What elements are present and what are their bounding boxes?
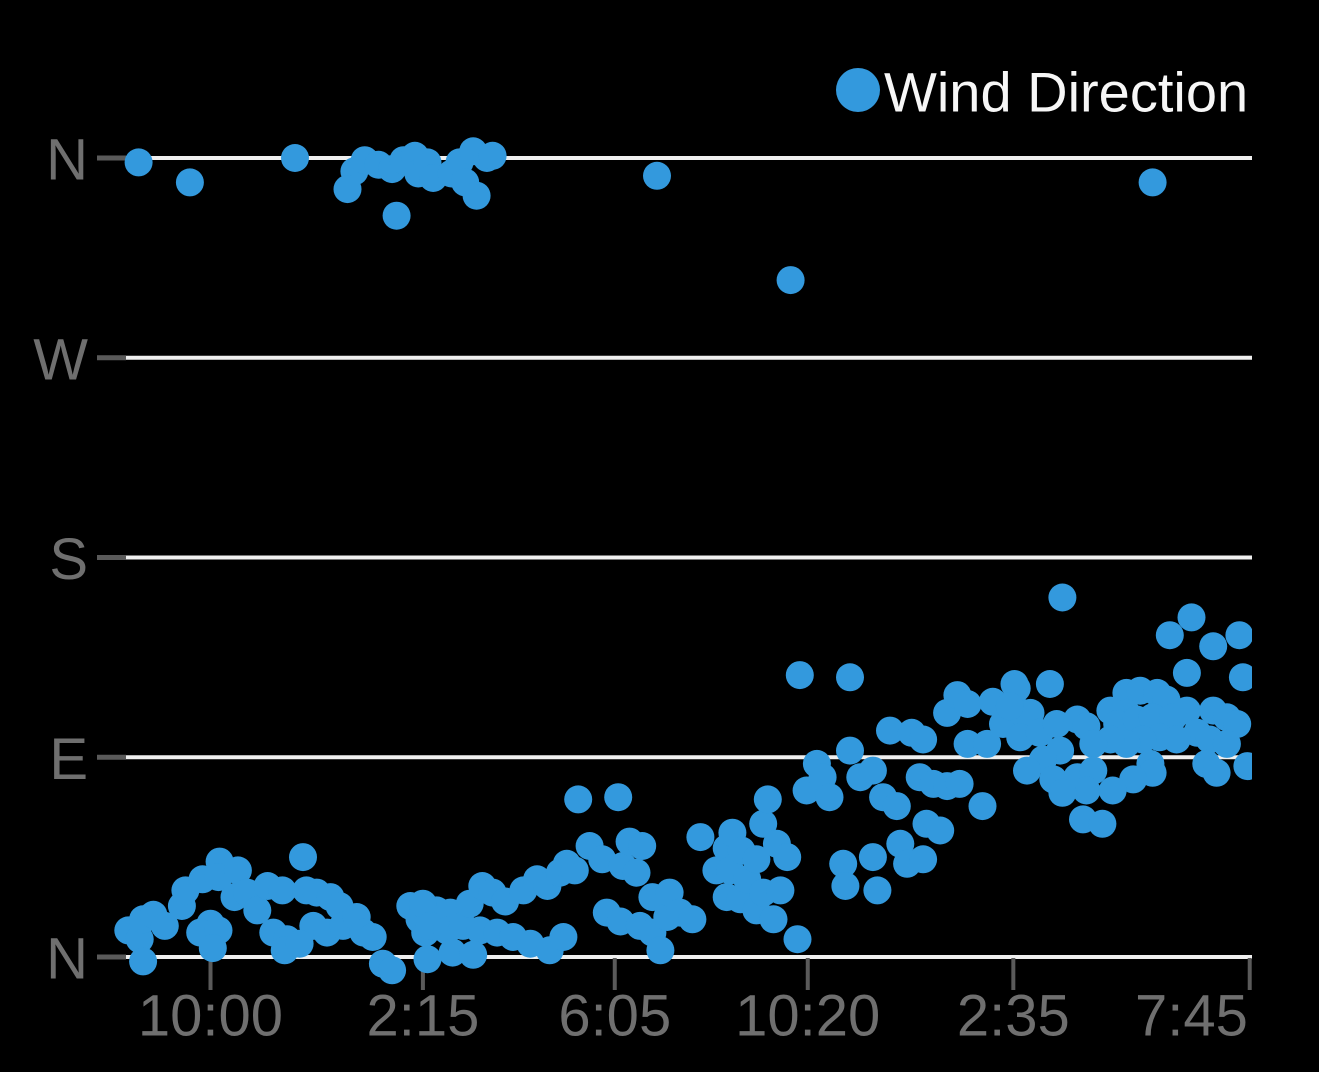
y-axis-label: W bbox=[33, 327, 88, 392]
data-point[interactable] bbox=[1155, 621, 1184, 650]
data-point[interactable] bbox=[462, 181, 491, 210]
data-point[interactable] bbox=[1202, 758, 1231, 787]
data-point[interactable] bbox=[459, 940, 488, 969]
data-point[interactable] bbox=[815, 783, 844, 812]
data-point[interactable] bbox=[243, 896, 272, 925]
data-point[interactable] bbox=[478, 141, 507, 170]
data-point[interactable] bbox=[1233, 752, 1261, 781]
data-point[interactable] bbox=[1177, 603, 1206, 632]
data-point[interactable] bbox=[776, 266, 805, 295]
data-point[interactable] bbox=[863, 876, 892, 905]
data-point[interactable] bbox=[289, 843, 317, 872]
data-point[interactable] bbox=[876, 716, 904, 745]
data-point[interactable] bbox=[333, 175, 362, 204]
data-point[interactable] bbox=[1098, 776, 1127, 805]
data-point[interactable] bbox=[413, 945, 442, 974]
data-point[interactable] bbox=[909, 725, 938, 754]
data-point[interactable] bbox=[549, 923, 578, 951]
data-point[interactable] bbox=[378, 956, 407, 985]
data-point[interactable] bbox=[1088, 809, 1117, 838]
data-point[interactable] bbox=[408, 889, 437, 918]
data-point[interactable] bbox=[1048, 583, 1077, 612]
data-point[interactable] bbox=[882, 792, 911, 821]
data-point[interactable] bbox=[945, 769, 974, 798]
legend-label: Wind Direction bbox=[884, 61, 1248, 124]
data-point[interactable] bbox=[686, 823, 715, 852]
data-point[interactable] bbox=[836, 736, 864, 765]
y-axis-label: N bbox=[46, 927, 88, 992]
data-point[interactable] bbox=[175, 168, 204, 197]
data-point[interactable] bbox=[973, 729, 1002, 758]
data-point[interactable] bbox=[223, 856, 252, 885]
data-point[interactable] bbox=[1079, 729, 1108, 758]
data-point[interactable] bbox=[1172, 658, 1201, 687]
data-point[interactable] bbox=[968, 792, 997, 821]
x-axis-label: 7:45 bbox=[1135, 984, 1248, 1049]
data-point[interactable] bbox=[858, 756, 887, 785]
legend-marker-icon bbox=[836, 68, 880, 112]
data-point[interactable] bbox=[831, 872, 860, 900]
data-point[interactable] bbox=[926, 816, 955, 845]
data-point[interactable] bbox=[646, 936, 675, 965]
data-point[interactable] bbox=[995, 692, 1024, 721]
data-point[interactable] bbox=[358, 923, 387, 951]
data-point[interactable] bbox=[909, 845, 938, 874]
data-point[interactable] bbox=[678, 905, 707, 934]
data-point[interactable] bbox=[1035, 670, 1064, 698]
data-point[interactable] bbox=[1228, 663, 1257, 692]
data-point[interactable] bbox=[628, 832, 657, 860]
data-point[interactable] bbox=[1048, 778, 1077, 807]
x-axis-label: 10:00 bbox=[138, 984, 283, 1049]
x-axis-label: 2:15 bbox=[366, 984, 479, 1049]
y-axis-label: E bbox=[49, 727, 88, 792]
data-point[interactable] bbox=[858, 843, 887, 872]
data-point[interactable] bbox=[268, 876, 297, 905]
data-point[interactable] bbox=[622, 858, 651, 887]
data-point[interactable] bbox=[1119, 765, 1148, 794]
data-point[interactable] bbox=[783, 925, 812, 954]
data-point[interactable] bbox=[742, 845, 771, 874]
data-point[interactable] bbox=[759, 905, 788, 934]
data-point[interactable] bbox=[124, 148, 153, 177]
data-point[interactable] bbox=[1199, 632, 1228, 661]
data-point-group bbox=[114, 137, 1261, 985]
y-axis-label: N bbox=[46, 128, 88, 193]
data-point[interactable] bbox=[766, 876, 795, 905]
data-point[interactable] bbox=[560, 856, 589, 885]
data-point[interactable] bbox=[1225, 621, 1253, 650]
data-point[interactable] bbox=[564, 785, 593, 814]
data-point[interactable] bbox=[285, 929, 314, 958]
data-point[interactable] bbox=[836, 663, 864, 692]
data-point[interactable] bbox=[129, 947, 158, 976]
data-point[interactable] bbox=[1013, 756, 1041, 785]
data-point[interactable] bbox=[1212, 729, 1241, 758]
data-point[interactable] bbox=[198, 934, 227, 963]
data-point[interactable] bbox=[604, 783, 633, 812]
data-point[interactable] bbox=[953, 729, 982, 758]
data-point[interactable] bbox=[953, 690, 982, 718]
x-axis-label: 6:05 bbox=[558, 984, 671, 1049]
x-axis-label: 10:20 bbox=[735, 984, 880, 1049]
data-point[interactable] bbox=[1138, 168, 1167, 197]
y-axis-label: S bbox=[49, 527, 88, 592]
data-point[interactable] bbox=[643, 161, 671, 190]
x-axis-label: 2:35 bbox=[957, 984, 1070, 1049]
data-point[interactable] bbox=[1162, 725, 1191, 754]
data-point[interactable] bbox=[438, 938, 467, 967]
data-point[interactable] bbox=[281, 144, 309, 172]
data-point[interactable] bbox=[773, 843, 802, 872]
data-point[interactable] bbox=[382, 201, 411, 230]
data-point[interactable] bbox=[753, 785, 782, 814]
data-point[interactable] bbox=[749, 809, 778, 838]
data-point[interactable] bbox=[1072, 776, 1101, 805]
data-point[interactable] bbox=[785, 661, 814, 690]
data-point[interactable] bbox=[829, 849, 858, 878]
data-point[interactable] bbox=[150, 911, 179, 940]
data-point[interactable] bbox=[1172, 696, 1201, 725]
